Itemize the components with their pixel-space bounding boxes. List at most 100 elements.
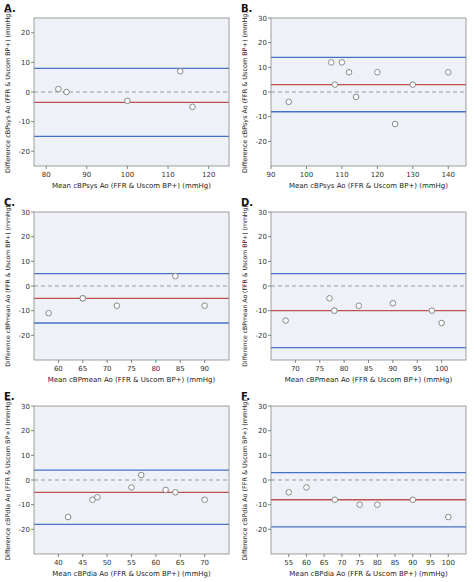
y-tick (31, 236, 34, 237)
plot-frame (271, 18, 466, 166)
point (177, 68, 183, 74)
point (80, 296, 86, 302)
x-tick-label: 120 (202, 171, 215, 179)
x-tick-label: 100 (121, 171, 134, 179)
y-tick (31, 504, 34, 505)
y-tick (268, 212, 271, 213)
y-tick-label: -10 (19, 118, 30, 126)
y-tick-label: 20 (21, 427, 30, 435)
y-tick (31, 310, 34, 311)
reference-line (34, 298, 229, 299)
y-tick-label: 10 (258, 258, 267, 266)
x-tick-label: 100 (442, 559, 455, 567)
x-tick (377, 166, 378, 169)
y-tick-label: -10 (256, 501, 267, 509)
y-tick (31, 62, 34, 63)
reference-line (271, 57, 466, 58)
panel-label: A. (4, 3, 16, 14)
y-tick-label: -20 (19, 526, 30, 534)
y-axis-label: Difference cBPsys Ao (FFR & Uscom BP+) (… (241, 11, 249, 173)
y-tick-label: -10 (19, 307, 30, 315)
y-tick (268, 18, 271, 19)
x-tick-label: 110 (335, 171, 348, 179)
y-tick (31, 121, 34, 122)
y-tick-label: -20 (19, 332, 30, 340)
plot-frame (34, 406, 229, 554)
x-tick-label: 140 (442, 171, 455, 179)
point (95, 494, 101, 500)
panel-label: F. (241, 391, 250, 402)
x-tick-label: 85 (364, 365, 373, 373)
y-tick-label: 20 (258, 427, 267, 435)
point (129, 485, 135, 491)
y-tick-label: -20 (256, 526, 267, 534)
x-tick-label: 95 (426, 559, 435, 567)
y-tick-label: -20 (256, 332, 267, 340)
panel-label: B. (241, 3, 252, 14)
point (80, 296, 86, 302)
plot-frame (271, 406, 466, 554)
x-axis-label: Mean cBPsys Ao (FFR & Uscom BP+) (mmHg) (289, 182, 448, 190)
reference-line (271, 92, 466, 93)
x-tick-label: 55 (284, 559, 293, 567)
reference-line (34, 524, 229, 525)
panel-label: D. (241, 197, 253, 208)
x-tick (344, 360, 345, 363)
x-tick (319, 360, 320, 363)
reference-line (271, 273, 466, 274)
plot-background (34, 212, 229, 360)
data-area (34, 470, 229, 524)
y-tick (268, 504, 271, 505)
point (202, 303, 208, 309)
x-tick-label: 80 (42, 171, 51, 179)
x-tick-label: 40 (54, 559, 63, 567)
panel: 8090100110120-20-1001020Mean cBPsys Ao (… (4, 3, 229, 190)
y-tick-label: 10 (258, 452, 267, 460)
x-tick (448, 166, 449, 169)
point (65, 514, 71, 520)
reference-line (34, 136, 229, 137)
point (202, 497, 208, 503)
x-tick (288, 554, 289, 557)
x-tick (412, 166, 413, 169)
point (439, 320, 445, 326)
point (445, 514, 451, 520)
x-tick-label: 90 (200, 365, 209, 373)
reference-line (271, 286, 466, 287)
panel-label: E. (4, 391, 15, 402)
x-tick (58, 360, 59, 363)
x-tick (180, 554, 181, 557)
panel: 707580859095100-20-100102030Mean cBPmean… (241, 197, 466, 384)
x-tick-label: 60 (54, 365, 63, 373)
data-area (271, 57, 466, 126)
x-axis-label: Mean cBPmean Ao (FFR & Uscom BP+) (mmHg) (285, 376, 453, 384)
plot-background (271, 18, 466, 166)
data-area (271, 274, 466, 348)
y-tick (31, 455, 34, 456)
point (375, 502, 381, 508)
point (163, 487, 169, 493)
y-tick (31, 529, 34, 530)
x-tick (168, 166, 169, 169)
x-tick (324, 554, 325, 557)
y-tick-label: 0 (26, 283, 30, 291)
x-tick (271, 166, 272, 169)
x-tick-label: 70 (103, 365, 112, 373)
y-tick (31, 480, 34, 481)
x-tick-label: 80 (373, 559, 382, 567)
plot-frame (34, 212, 229, 360)
y-tick (268, 261, 271, 262)
panel-label: C. (4, 197, 15, 208)
y-tick-label: -10 (256, 307, 267, 315)
reference-line (34, 68, 229, 69)
x-tick (107, 554, 108, 557)
y-tick-label: 20 (258, 233, 267, 241)
x-tick-label: 90 (82, 171, 91, 179)
y-tick (31, 151, 34, 152)
y-tick-label: 0 (26, 477, 30, 485)
point (327, 296, 333, 302)
y-tick-label: 10 (21, 258, 30, 266)
y-axis-label: Difference cBPmean Ao (FFR & Uscom BP+) … (241, 205, 249, 367)
x-tick-label: 75 (355, 559, 364, 567)
x-tick (180, 360, 181, 363)
